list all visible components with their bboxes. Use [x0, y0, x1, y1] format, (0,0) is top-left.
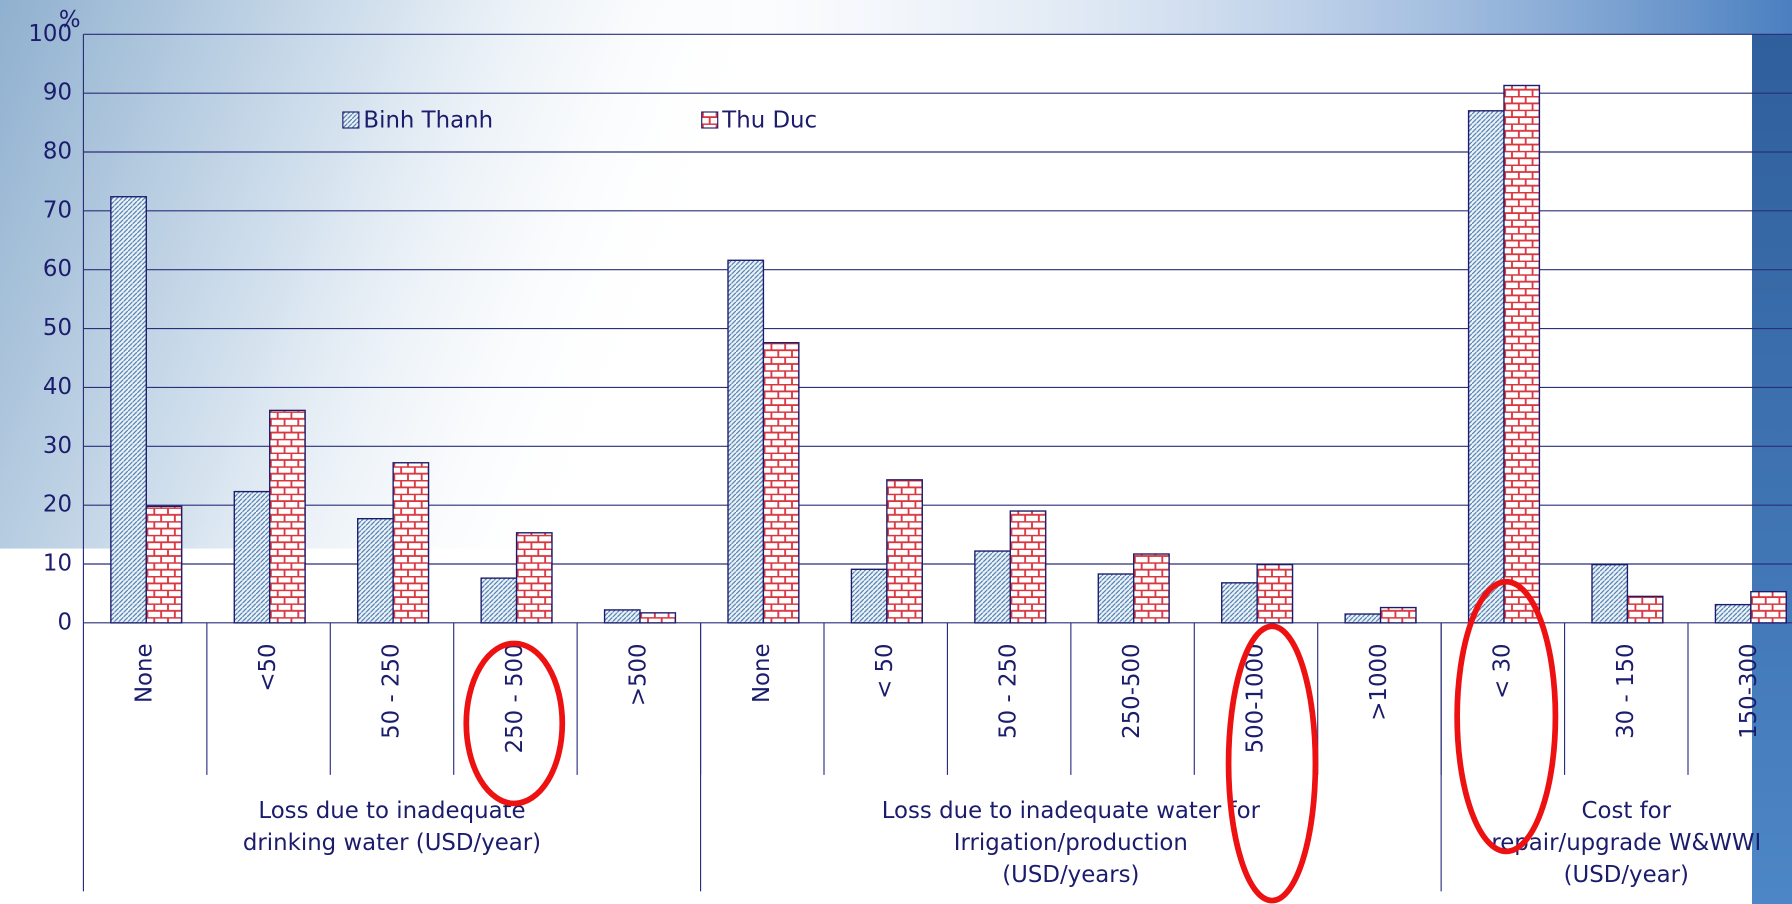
- x-tick-label: < 30: [1489, 643, 1515, 698]
- y-tick-label: 50: [43, 315, 72, 341]
- y-tick-label: 10: [43, 550, 72, 576]
- bar: [357, 517, 394, 624]
- group-label: repair/upgrade W&WWI: [1491, 830, 1761, 856]
- bar: [1467, 110, 1505, 624]
- group-label: (USD/year): [1564, 862, 1689, 888]
- y-tick-label: 40: [43, 374, 72, 400]
- bar: [886, 479, 923, 624]
- bar: [1221, 582, 1258, 624]
- plot: 0 10 20 30 40 50 60 70 80 90 100% None <50 50 - 250 25…: [28, 7, 1792, 892]
- bar: [974, 550, 1011, 624]
- y-tick-label: 60: [43, 256, 72, 282]
- x-tick-label: 250-500: [1119, 643, 1145, 738]
- bar: [1379, 606, 1417, 624]
- group-label: Loss due to inadequate: [258, 798, 525, 824]
- y-tick-label: 90: [43, 80, 72, 106]
- bar: [269, 409, 306, 624]
- bar: [762, 342, 800, 624]
- y-tick-label: 100: [28, 21, 72, 47]
- x-tick-label: 500-1000: [1243, 643, 1269, 753]
- y-tick-label: 80: [43, 138, 72, 164]
- bar: [392, 462, 430, 624]
- x-tick-label: None: [749, 643, 775, 703]
- bar: [639, 612, 677, 624]
- x-tick-label: 150-300: [1736, 643, 1762, 738]
- group-label: Cost for: [1582, 798, 1672, 824]
- legend-label: Binh Thanh: [363, 108, 493, 134]
- y-tick-label: 70: [43, 197, 72, 223]
- highlight-ellipse: [1225, 623, 1319, 904]
- legend-swatch: [342, 111, 360, 129]
- group-label: (USD/years): [1002, 862, 1139, 888]
- bar: [1256, 563, 1294, 624]
- bar: [1097, 573, 1135, 624]
- y-unit-label: %: [59, 7, 81, 33]
- x-tick-label: 250 - 500: [502, 643, 528, 753]
- annotations: [463, 578, 1559, 904]
- bar: [1503, 84, 1541, 624]
- bar: [145, 505, 183, 624]
- bar: [515, 532, 553, 624]
- x-tick-label: None: [132, 643, 158, 703]
- bar: [1714, 603, 1752, 624]
- x-tick-label: 50 - 250: [996, 643, 1022, 738]
- bar: [1626, 595, 1664, 624]
- bar: [1133, 553, 1170, 624]
- legend-label: Thu Duc: [721, 108, 817, 134]
- bar: [1591, 563, 1629, 624]
- legend-swatch: [701, 111, 719, 129]
- y-tick-label: 20: [43, 492, 72, 518]
- y-tick-label: 0: [57, 609, 72, 635]
- x-tick-label: 30 - 150: [1613, 643, 1639, 738]
- bar: [1009, 510, 1047, 624]
- group-label: Loss due to inadequate water for: [882, 798, 1261, 824]
- x-tick-label: >1000: [1366, 643, 1392, 720]
- bar: [850, 568, 888, 624]
- bar: [233, 490, 271, 624]
- highlight-ellipse: [463, 640, 566, 807]
- bar: [1750, 590, 1787, 624]
- bar: [480, 577, 518, 624]
- bar: [110, 196, 147, 624]
- bar: [603, 609, 641, 624]
- y-tick-label: 30: [43, 433, 72, 459]
- bar: [1344, 613, 1382, 624]
- bar: [727, 259, 765, 624]
- x-tick-label: < 50: [872, 643, 898, 698]
- x-tick-label: 50 - 250: [379, 643, 405, 738]
- x-tick-label: >500: [625, 643, 651, 706]
- x-tick-label: <50: [255, 643, 281, 691]
- highlight-ellipse: [1454, 578, 1559, 855]
- group-label: drinking water (USD/year): [243, 830, 541, 856]
- group-label: Irrigation/production: [954, 830, 1188, 856]
